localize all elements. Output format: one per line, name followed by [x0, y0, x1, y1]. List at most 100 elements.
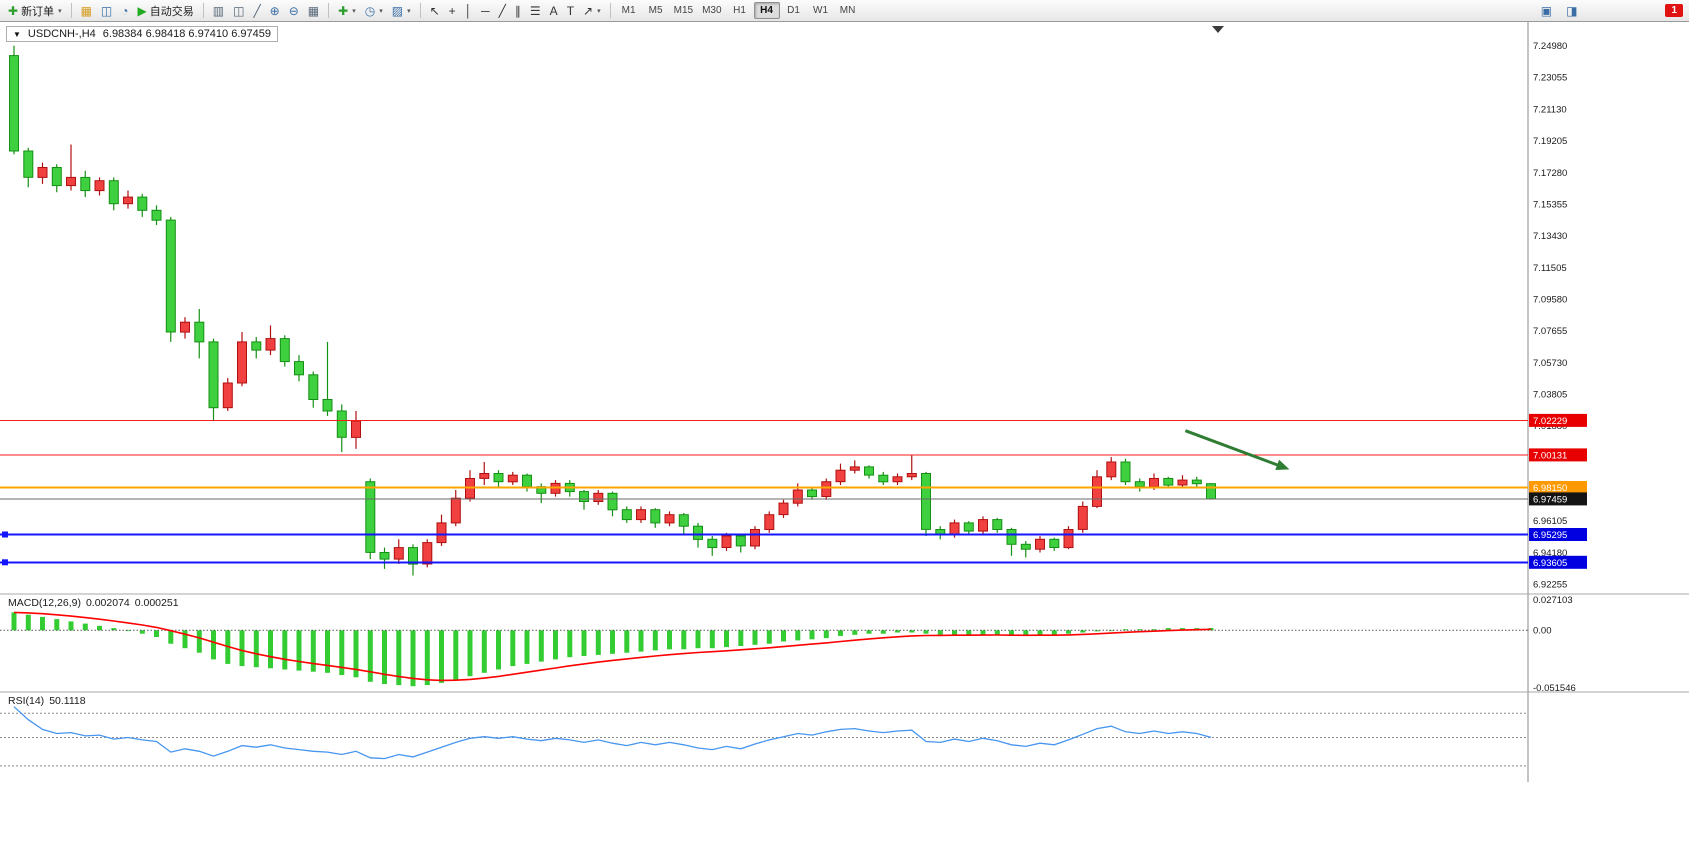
- candle: [23, 147, 34, 188]
- zoom-in-icon: ⊕: [269, 3, 280, 18]
- candle: [707, 536, 718, 556]
- hline-tool-icon: ─: [481, 3, 490, 18]
- template-button[interactable]: ▨ ▾: [388, 2, 415, 20]
- hline-6.98150[interactable]: 6.98150: [0, 481, 1587, 494]
- price-scale-label: 7.15355: [1533, 199, 1567, 210]
- chevron-down-icon: ▾: [407, 7, 411, 15]
- candle: [750, 526, 760, 550]
- candle: [251, 337, 262, 359]
- text-tool-button[interactable]: A: [546, 2, 562, 20]
- price-scale-label: 7.11505: [1533, 263, 1567, 274]
- candle: [1120, 458, 1131, 485]
- auto-trading-button-label: 自动交易: [149, 5, 194, 18]
- new-order-button[interactable]: ✚ 新订单 ▾: [4, 2, 66, 20]
- candle: [935, 526, 946, 540]
- candle: [265, 325, 276, 356]
- timeframe-m1-button[interactable]: M1: [616, 2, 642, 19]
- auto-trading-button[interactable]: ▶ 自动交易: [134, 2, 198, 20]
- hline-7.00131[interactable]: 7.00131: [0, 448, 1587, 462]
- tile-windows-button[interactable]: ▦: [304, 2, 323, 20]
- label-tool-button[interactable]: T: [563, 2, 578, 20]
- hline-handle[interactable]: [2, 559, 8, 566]
- market-watch-button[interactable]: ▦: [77, 2, 96, 20]
- community-button[interactable]: ▣: [1537, 2, 1556, 20]
- candle: [80, 170, 91, 198]
- chart-bars-icon: ▥: [212, 3, 225, 18]
- navigator-button[interactable]: ◫: [97, 2, 116, 20]
- fibonacci-tool-button[interactable]: ☰: [526, 2, 545, 20]
- hline-tool-button[interactable]: ─: [477, 2, 494, 20]
- candle: [123, 190, 133, 209]
- candle: [208, 338, 219, 420]
- candle: [379, 547, 390, 569]
- hline-handle[interactable]: [2, 531, 8, 538]
- timeframe-d1-button[interactable]: D1: [781, 2, 807, 19]
- timeframe-m5-button[interactable]: M5: [643, 2, 669, 19]
- price-scale-label: 6.96105: [1533, 516, 1567, 527]
- candle: [678, 513, 689, 535]
- text-tool-icon: A: [549, 3, 558, 18]
- zoom-in-button[interactable]: ⊕: [266, 2, 284, 20]
- toolbar-separator: [609, 3, 611, 18]
- price-tag: [1529, 528, 1587, 541]
- add-indicator-button[interactable]: ✚ ▾: [334, 2, 360, 20]
- price-tag-label: 6.95295: [1533, 530, 1567, 541]
- candle: [522, 473, 532, 492]
- vline-tool-button[interactable]: │: [461, 2, 477, 20]
- channel-tool-button[interactable]: ∥: [511, 2, 525, 20]
- price-scale-label: 7.23055: [1533, 73, 1567, 84]
- candle: [180, 317, 190, 339]
- candle: [878, 471, 889, 485]
- candle: [151, 205, 162, 226]
- hline-7.02229[interactable]: 7.02229: [0, 413, 1587, 427]
- tile-windows-icon: ▦: [307, 3, 320, 18]
- toolbar-separator: [202, 3, 204, 18]
- crosshair-tool-button[interactable]: +: [445, 2, 460, 20]
- candle: [507, 471, 518, 485]
- community-icon: ▣: [1540, 3, 1553, 18]
- chart-line-button[interactable]: ╱: [249, 2, 264, 20]
- price-tag-label: 6.97459: [1533, 494, 1567, 505]
- toolbar: ✚ 新订单 ▾ ▦ ◫ ◔ ▶ 自动交易 ▥ ◫ ╱ ⊕ ⊖ ▦ ✚ ▾ ◷ ▾ ▨ ▾ ↖ + │ ─ ╱ ∥ ☰ A T ↗ ▾ M1 M5…: [0, 0, 1689, 22]
- hline-6.95295[interactable]: 6.95295: [0, 528, 1587, 541]
- candles-layer: [9, 45, 1216, 576]
- cursor-tool-button[interactable]: ↖: [426, 2, 444, 20]
- price-tag-label: 7.02229: [1533, 416, 1567, 427]
- timeframe-m30-button[interactable]: M30: [698, 2, 725, 19]
- chart-canvas[interactable]: 7.24980 7.23055 7.21130 7.19205 7.17280 7.153…: [0, 22, 1689, 851]
- candle: [1191, 476, 1202, 487]
- data-window-button[interactable]: ◔: [117, 2, 132, 20]
- chart-bars-button[interactable]: ▥: [209, 2, 228, 20]
- timeframe-h1-button[interactable]: H1: [727, 2, 753, 19]
- timeframe-h4-button[interactable]: H4: [753, 2, 780, 19]
- search-button[interactable]: ◨: [1562, 2, 1581, 20]
- bid-price-line[interactable]: 6.97459: [0, 492, 1587, 506]
- candle: [237, 332, 247, 387]
- navigator-icon: ◫: [100, 3, 113, 18]
- candle: [137, 193, 148, 217]
- candle: [579, 490, 589, 510]
- notifications-badge[interactable]: 1: [1665, 4, 1683, 17]
- candle: [1077, 501, 1088, 533]
- trend-arrow-annotation[interactable]: [1184, 429, 1290, 470]
- candle: [1106, 457, 1117, 481]
- candle: [351, 411, 361, 449]
- period-button[interactable]: ◷ ▾: [361, 2, 387, 20]
- trendline-tool-button[interactable]: ╱: [495, 2, 510, 20]
- candle: [607, 491, 618, 517]
- price-scale-label: 7.21130: [1533, 104, 1567, 115]
- symbol-dropdown-icon[interactable]: ▼: [13, 29, 21, 39]
- candle: [536, 483, 547, 504]
- timeframe-m15-button[interactable]: M15: [670, 2, 697, 19]
- zoom-out-button[interactable]: ⊖: [285, 2, 303, 20]
- candle: [807, 486, 817, 500]
- timeframe-w1-button[interactable]: W1: [808, 2, 834, 19]
- price-scale-label: 6.92255: [1533, 580, 1567, 591]
- toolbar-separator: [419, 3, 421, 18]
- hline-6.93605[interactable]: 6.93605: [0, 555, 1587, 569]
- candle: [308, 371, 319, 408]
- chart-candles-button[interactable]: ◫: [229, 2, 248, 20]
- timeframe-mn-button[interactable]: MN: [835, 2, 861, 19]
- candle: [621, 506, 632, 523]
- arrows-tool-button[interactable]: ↗ ▾: [579, 2, 605, 20]
